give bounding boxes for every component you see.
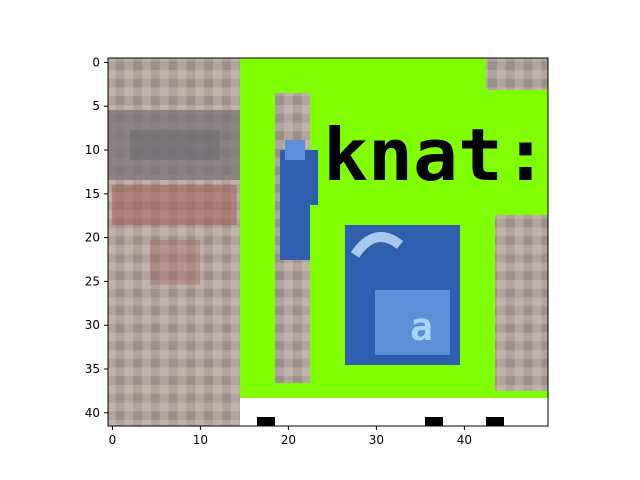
x-tick-label: 20 bbox=[281, 433, 296, 447]
y-tick-label: 15 bbox=[85, 187, 100, 201]
rock-red-patch bbox=[112, 185, 237, 225]
rock-red-patch-lower bbox=[150, 240, 200, 285]
bottom-marker-1 bbox=[257, 417, 275, 426]
lime-overlay-top bbox=[248, 58, 486, 78]
plot-frame bbox=[107, 57, 549, 427]
x-tick-label: 10 bbox=[193, 433, 208, 447]
y-tick-label: 10 bbox=[85, 143, 100, 157]
x-tick-label: 0 bbox=[109, 433, 117, 447]
y-tick-label: 30 bbox=[85, 318, 100, 332]
y-tick-label: 0 bbox=[92, 55, 100, 69]
blue-sticker-light bbox=[375, 290, 450, 355]
y-tick-label: 25 bbox=[85, 274, 100, 288]
overlay-text: knat: bbox=[323, 113, 548, 197]
x-axis: 0 10 20 30 40 bbox=[109, 426, 472, 447]
rock-photo-topright bbox=[486, 58, 548, 90]
sticker-arc bbox=[350, 232, 404, 258]
rock-gray-patch bbox=[130, 130, 220, 160]
lime-gap bbox=[310, 205, 322, 383]
blue-strip-top bbox=[285, 140, 305, 160]
bottom-marker-3 bbox=[486, 417, 504, 426]
image-area: a knat: bbox=[108, 58, 548, 426]
y-tick-label: 40 bbox=[85, 406, 100, 420]
rock-photo-right bbox=[495, 215, 548, 391]
y-tick-label: 35 bbox=[85, 362, 100, 376]
y-tick-label: 20 bbox=[85, 231, 100, 245]
x-tick-label: 30 bbox=[369, 433, 384, 447]
y-tick-label: 5 bbox=[92, 99, 100, 113]
y-axis: 0 5 10 15 20 25 30 35 40 bbox=[85, 55, 108, 420]
bottom-marker-2 bbox=[425, 417, 443, 426]
x-tick-label: 40 bbox=[457, 433, 472, 447]
sticker-glyph: a bbox=[410, 305, 433, 349]
